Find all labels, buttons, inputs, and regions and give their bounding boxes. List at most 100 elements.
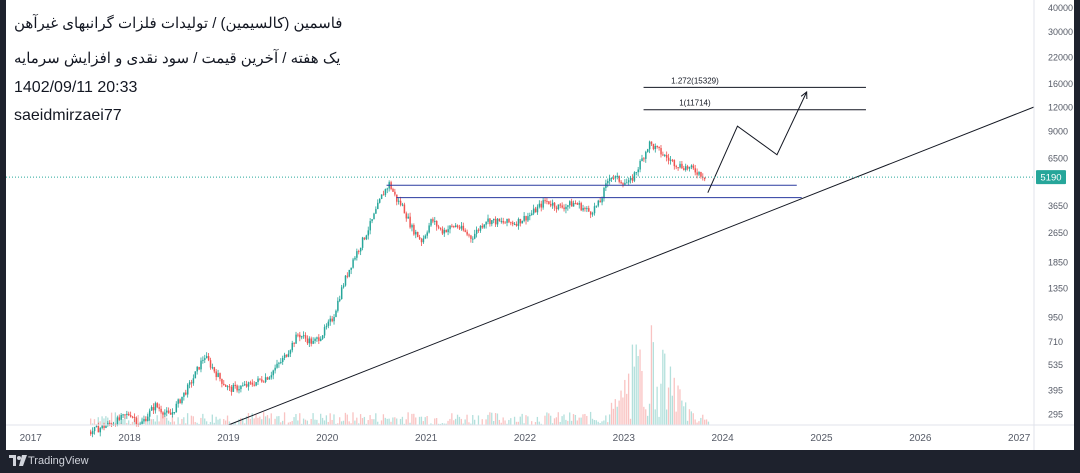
- volume-bar: [219, 418, 221, 425]
- candle-body: [179, 399, 181, 404]
- volume-bar: [278, 416, 280, 425]
- candle-body: [278, 362, 280, 364]
- volume-bar: [131, 421, 134, 425]
- volume-bar: [519, 416, 521, 425]
- candle-body: [403, 204, 406, 214]
- candle-body: [200, 360, 202, 370]
- candle-body: [348, 269, 351, 277]
- volume-bar: [167, 420, 170, 425]
- volume-bar: [390, 421, 392, 425]
- candle-body: [177, 399, 179, 404]
- volume-bar: [253, 418, 255, 425]
- y-tick-label: 1850: [1048, 258, 1068, 268]
- volume-bar: [531, 421, 533, 425]
- volume-bar: [650, 325, 653, 425]
- candles-layer: [90, 140, 706, 438]
- candle-body: [283, 354, 286, 358]
- candle-body: [228, 386, 231, 388]
- volume-bar: [287, 422, 290, 425]
- candle-body: [532, 208, 535, 214]
- candle-body: [601, 198, 603, 203]
- volume-bar: [700, 417, 702, 425]
- volume-bar: [361, 418, 364, 425]
- volume-bar: [373, 419, 375, 425]
- candle-body: [411, 225, 413, 228]
- volume-bar: [403, 423, 405, 425]
- volume-bar: [110, 412, 113, 425]
- candle-body: [422, 238, 425, 243]
- volume-bar: [335, 423, 337, 425]
- volume-bar: [339, 417, 341, 425]
- candle-body: [192, 378, 195, 384]
- candle-body: [675, 166, 677, 168]
- candle-body: [435, 220, 438, 227]
- candle-body: [593, 206, 596, 214]
- candle-body: [124, 414, 126, 416]
- volume-bar: [97, 417, 99, 425]
- y-tick-label: 6500: [1048, 153, 1068, 163]
- volume-bar: [238, 419, 240, 425]
- volume-bar: [399, 418, 402, 425]
- candle-body: [373, 213, 375, 220]
- candle-body: [154, 403, 157, 411]
- candle-body: [542, 200, 544, 208]
- candle-body: [358, 251, 360, 253]
- volume-bar: [333, 414, 335, 425]
- volume-bar: [245, 416, 248, 425]
- candle-body: [603, 187, 605, 199]
- volume-bar: [605, 415, 607, 425]
- volume-bar: [456, 414, 459, 425]
- x-tick-label: 2026: [909, 433, 932, 444]
- candle-body: [447, 229, 449, 233]
- candle-body: [162, 412, 164, 415]
- candle-body: [321, 335, 324, 339]
- candle-body: [224, 385, 227, 387]
- candle-body: [392, 188, 394, 192]
- volume-bar: [234, 422, 236, 425]
- volume-bar: [348, 421, 350, 425]
- volume-bar: [669, 366, 672, 425]
- candle-body: [156, 403, 159, 408]
- volume-bar: [251, 413, 253, 425]
- candle-body: [175, 403, 178, 413]
- volume-bar: [224, 420, 227, 425]
- candle-body: [622, 183, 624, 185]
- candle-body: [166, 410, 168, 413]
- volume-bar: [213, 422, 215, 425]
- candle-body: [510, 222, 512, 224]
- candle-body: [207, 356, 210, 361]
- volume-bar: [586, 415, 588, 425]
- volume-bar: [312, 413, 314, 425]
- candle-body: [261, 379, 263, 382]
- candle-body: [397, 200, 400, 202]
- candle-body: [293, 342, 295, 344]
- candle-body: [574, 203, 577, 205]
- volume-bar: [527, 416, 529, 425]
- chart-plot[interactable]: 1.272(15329)1(11714) 2953955357109501350…: [6, 0, 1074, 450]
- volume-bar: [226, 415, 229, 425]
- candle-body: [664, 154, 666, 156]
- candle-body: [359, 247, 362, 252]
- candle-body: [610, 177, 613, 179]
- candle-body: [243, 384, 246, 386]
- volume-bar: [350, 423, 352, 425]
- candle-body: [181, 396, 183, 404]
- volume-bar: [377, 421, 379, 425]
- volume-bar: [485, 419, 487, 425]
- volume-bar: [629, 418, 632, 425]
- volume-bar: [426, 416, 428, 425]
- x-tick-label: 2027: [1008, 433, 1031, 444]
- candle-body: [597, 200, 600, 206]
- candle-body: [671, 159, 674, 161]
- volume-bar: [396, 418, 398, 425]
- volume-bar: [569, 412, 571, 425]
- x-tick-label: 2020: [316, 433, 339, 444]
- candle-body: [238, 389, 240, 391]
- candle-body: [299, 334, 301, 338]
- candle-body: [683, 168, 685, 171]
- candle-body: [327, 321, 330, 326]
- volume-bar: [525, 415, 527, 425]
- candle-body: [143, 418, 145, 422]
- volume-bar: [232, 423, 234, 425]
- volume-bar: [114, 412, 117, 425]
